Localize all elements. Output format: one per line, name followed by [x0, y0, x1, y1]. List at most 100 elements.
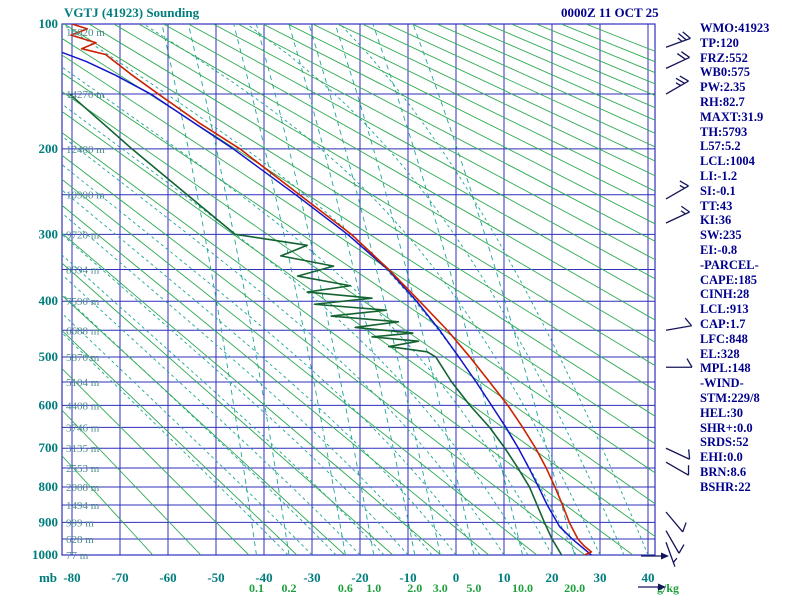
svg-text:700: 700 [39, 440, 59, 455]
svg-text:4408 m: 4408 m [66, 400, 100, 412]
stats-line: -WIND- [700, 376, 744, 391]
wind-barb [665, 75, 689, 95]
svg-text:12480 m: 12480 m [66, 144, 105, 156]
wind-barb [665, 461, 690, 476]
svg-text:5104 m: 5104 m [66, 377, 100, 389]
stats-line: TH:5793 [700, 124, 748, 139]
wind-barb [665, 317, 693, 331]
svg-text:-10: -10 [399, 570, 416, 585]
stats-line: HEL:30 [700, 405, 744, 420]
svg-text:1000: 1000 [32, 547, 58, 562]
svg-text:10.0: 10.0 [512, 581, 533, 595]
stats-line: LFC:848 [700, 331, 748, 346]
stats-line: RH:82.7 [700, 94, 745, 109]
svg-text:628 m: 628 m [66, 534, 94, 546]
wind-barb [665, 511, 687, 533]
svg-text:30: 30 [594, 570, 607, 585]
stats-line: LCL:913 [700, 302, 749, 317]
stats-line: MPL:148 [700, 361, 751, 376]
stats-line: -PARCEL- [700, 257, 759, 272]
svg-text:20: 20 [546, 570, 559, 585]
datetime-label: 0000Z 11 OCT 25 [561, 5, 659, 20]
stats-line: CINH:28 [700, 287, 750, 302]
svg-text:5870 m: 5870 m [66, 352, 100, 364]
stats-line: SRDS:52 [700, 435, 749, 450]
wind-barb [665, 51, 690, 69]
wind-barb [665, 31, 691, 48]
svg-text:999 m: 999 m [66, 517, 94, 529]
stats-line: CAP:1.7 [700, 316, 746, 331]
svg-text:-40: -40 [255, 570, 272, 585]
svg-text:600: 600 [39, 397, 59, 412]
svg-text:mb: mb [39, 570, 57, 585]
svg-text:-20: -20 [351, 570, 368, 585]
wind-barb [665, 530, 685, 554]
svg-text:10990 m: 10990 m [66, 190, 105, 202]
svg-text:2553 m: 2553 m [66, 463, 100, 475]
svg-text:300: 300 [39, 226, 59, 241]
wind-barbs [638, 31, 693, 591]
svg-text:2008 m: 2008 m [66, 482, 100, 494]
stats-line: EHI:0.0 [700, 450, 743, 465]
wind-barb [665, 542, 678, 567]
svg-text:7590 m: 7590 m [66, 296, 100, 308]
svg-text:400: 400 [39, 293, 59, 308]
svg-text:0.1: 0.1 [249, 581, 264, 595]
svg-text:100: 100 [39, 16, 59, 31]
stats-line: WMO:41923 [700, 21, 770, 35]
stats-line: TP:120 [700, 35, 739, 50]
svg-text:20.0: 20.0 [564, 581, 585, 595]
svg-text:6688 m: 6688 m [66, 325, 100, 337]
svg-text:900: 900 [39, 514, 59, 529]
svg-text:16620 m: 16620 m [66, 27, 105, 39]
stats-line: STM:229/8 [700, 390, 760, 405]
svg-text:-80: -80 [63, 570, 80, 585]
svg-text:-50: -50 [207, 570, 224, 585]
svg-text:200: 200 [39, 141, 59, 156]
parcel-profile [62, 51, 592, 555]
svg-text:0.2: 0.2 [282, 581, 297, 595]
wind-barb [665, 180, 689, 200]
svg-text:3135 m: 3135 m [66, 443, 100, 455]
stats-line: EL:328 [700, 346, 740, 361]
wind-barb [666, 358, 693, 368]
stats-line: BRN:8.6 [700, 464, 747, 479]
plot-area [62, 24, 655, 555]
stats-line: BSHR:22 [700, 479, 751, 494]
dry-adiabats [62, 24, 655, 555]
svg-text:0.6: 0.6 [338, 581, 353, 595]
wind-barb [665, 205, 690, 224]
svg-text:5.0: 5.0 [466, 581, 481, 595]
svg-text:77 m: 77 m [66, 550, 89, 562]
svg-text:40: 40 [642, 570, 655, 585]
stats-line: TT:43 [700, 198, 733, 213]
svg-text:800: 800 [39, 479, 59, 494]
stats-line: SI:-0.1 [700, 183, 736, 198]
dewpoint-profile [69, 93, 563, 555]
storm-motion-arrow [638, 583, 666, 591]
stats-line: EI:-0.8 [700, 242, 738, 257]
svg-text:-70: -70 [111, 570, 128, 585]
svg-text:500: 500 [39, 349, 59, 364]
svg-text:1494 m: 1494 m [66, 500, 100, 512]
page-title: VGTJ (41923) Sounding [64, 5, 200, 20]
svg-text:9720 m: 9720 m [66, 229, 100, 241]
stats-line: SHR+:0.0 [700, 420, 753, 435]
stats-line: LI:-1.2 [700, 168, 738, 183]
stats-line: PW:2.35 [700, 80, 746, 95]
svg-text:8594 m: 8594 m [66, 264, 100, 276]
mixing-ratio-lines [161, 24, 576, 555]
stats-line: FRZ:552 [700, 50, 748, 65]
svg-text:1.0: 1.0 [366, 581, 381, 595]
storm-motion-arrow [641, 552, 669, 560]
stats-line: L57:5.2 [700, 139, 741, 154]
svg-text:-60: -60 [159, 570, 176, 585]
pressure-temp-grid [61, 23, 656, 556]
stats-line: MAXT:31.9 [700, 109, 764, 124]
svg-text:0: 0 [453, 570, 460, 585]
stats-line: LCL:1004 [700, 154, 755, 169]
svg-text:3746 m: 3746 m [66, 422, 100, 434]
stats-line: WB0:575 [700, 65, 750, 80]
stats-line: KI:36 [700, 213, 732, 228]
